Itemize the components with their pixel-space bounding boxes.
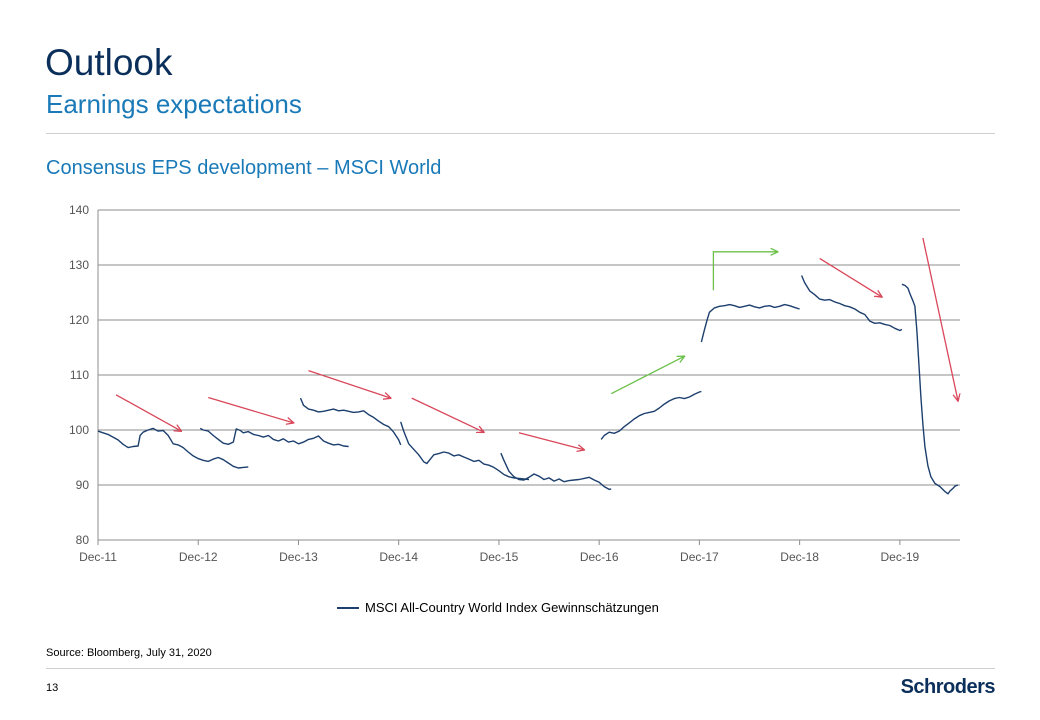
eps-series-segment xyxy=(299,397,402,446)
y-tick-label: 120 xyxy=(69,313,89,327)
page-number: 13 xyxy=(46,682,59,694)
down-trend-arrow xyxy=(308,369,390,399)
y-tick-label: 130 xyxy=(69,258,89,272)
down-trend-arrow xyxy=(115,394,181,431)
eps-series-segment xyxy=(700,303,800,343)
chart-legend: MSCI All-Country World Index Gewinnschät… xyxy=(337,600,659,615)
y-tick-label: 90 xyxy=(76,478,90,492)
x-tick-label: Dec-16 xyxy=(580,550,619,564)
down-trend-arrow xyxy=(411,397,484,432)
x-tick-label: Dec-15 xyxy=(480,550,519,564)
page-title: Outlook xyxy=(45,42,173,83)
x-tick-label: Dec-17 xyxy=(680,550,719,564)
eps-series-segment xyxy=(199,427,349,448)
legend-swatch xyxy=(337,606,359,609)
eps-chart: 80 90 100 110 120 130 140 Dec-11 Dec-12 Dec-13 Dec… xyxy=(69,203,1040,564)
up-trend-arrow xyxy=(610,356,684,395)
y-tick-label: 80 xyxy=(76,533,90,547)
y-tick-label: 110 xyxy=(70,368,89,382)
x-tick-label: Dec-14 xyxy=(379,550,418,564)
down-trend-arrow xyxy=(208,396,293,423)
header-divider xyxy=(46,133,995,134)
eps-series-segment xyxy=(97,427,249,469)
down-trend-arrow xyxy=(819,257,882,297)
up-trend-arrow xyxy=(712,252,777,291)
y-tick-label: 100 xyxy=(69,423,89,437)
x-tick-label: Dec-13 xyxy=(279,550,318,564)
eps-series-segment xyxy=(500,452,612,491)
x-tick-label: Dec-19 xyxy=(881,550,920,564)
x-tick-label: Dec-12 xyxy=(179,550,218,564)
down-trend-arrow xyxy=(518,432,584,450)
x-tick-label: Dec-18 xyxy=(780,550,819,564)
eps-series-segment xyxy=(600,390,702,440)
eps-series-segment xyxy=(901,283,959,495)
eps-series-segment xyxy=(400,421,530,481)
legend-label: MSCI All-Country World Index Gewinnschät… xyxy=(365,600,659,615)
footer-divider xyxy=(46,668,995,669)
schroders-logo: Schroders xyxy=(900,676,996,698)
eps-series-segment xyxy=(800,275,903,332)
y-tick-label: 140 xyxy=(69,203,89,217)
x-tick-label: Dec-11 xyxy=(79,550,117,564)
chart-title: Consensus EPS development – MSCI World xyxy=(46,157,442,179)
source-note: Source: Bloomberg, July 31, 2020 xyxy=(46,647,212,659)
page-subtitle: Earnings expectations xyxy=(46,89,302,119)
down-trend-arrow xyxy=(922,237,958,401)
